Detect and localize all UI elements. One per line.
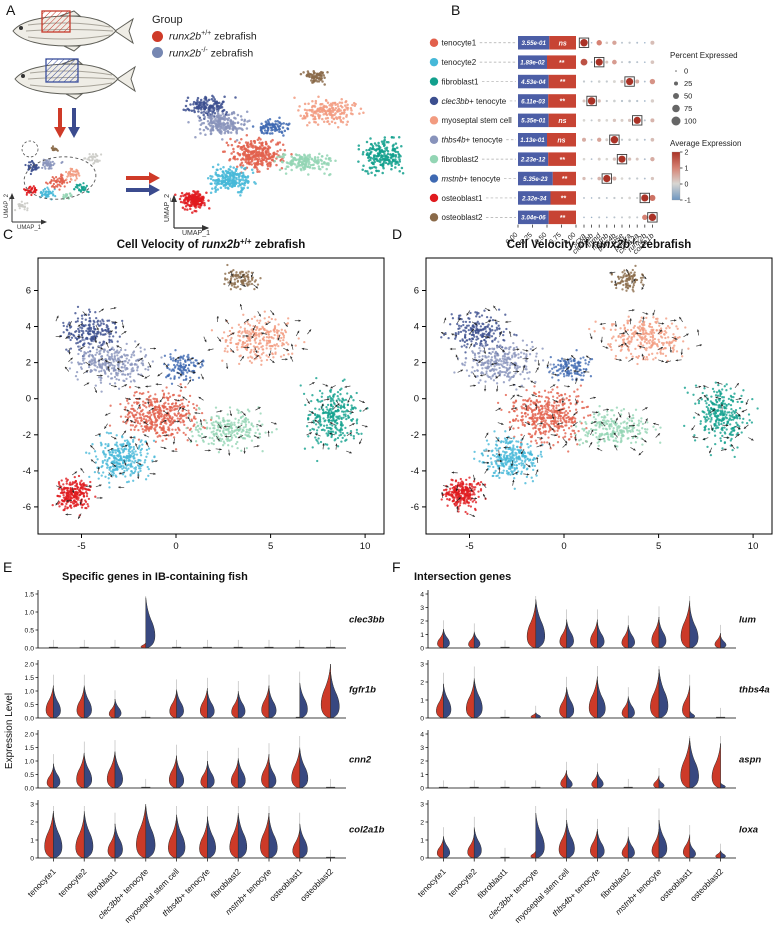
mutant-fish bbox=[14, 58, 136, 100]
zebrafish-illustrations bbox=[12, 10, 136, 100]
svg-text:4: 4 bbox=[26, 322, 31, 333]
legend-item-wildtype: runx2b+/+ zebrafish bbox=[152, 30, 257, 43]
svg-text:2.32e-34: 2.32e-34 bbox=[521, 195, 547, 202]
svg-text:1.13e-01: 1.13e-01 bbox=[520, 137, 545, 144]
svg-text:-5: -5 bbox=[77, 541, 85, 552]
panel-a-mini-umap: UMAP_1 UMAP_2 bbox=[4, 140, 103, 231]
svg-text:fibroblast1: fibroblast1 bbox=[442, 77, 479, 86]
svg-text:1: 1 bbox=[685, 166, 689, 173]
svg-text:osteoblast2: osteoblast2 bbox=[442, 213, 483, 222]
svg-text:6: 6 bbox=[26, 286, 31, 297]
wildtype-label: runx2b+/+ zebrafish bbox=[169, 30, 257, 43]
right-arrows bbox=[126, 172, 160, 196]
wildtype-color-dot bbox=[152, 30, 163, 42]
svg-text:tenocyte1: tenocyte1 bbox=[442, 39, 477, 48]
svg-text:myoseptal stem cell: myoseptal stem cell bbox=[442, 116, 512, 125]
svg-text:50: 50 bbox=[684, 92, 692, 101]
panel-a-main-umap: UMAP_1 UMAP_2 bbox=[164, 69, 405, 237]
svg-text:clec3bb+ tenocyte: clec3bb+ tenocyte bbox=[442, 97, 507, 106]
svg-text:-4: -4 bbox=[23, 466, 31, 477]
panel-f-violins: Intersection genes01234lum0123thbs4a0123… bbox=[414, 571, 770, 925]
svg-text:2.23e-12: 2.23e-12 bbox=[520, 156, 546, 163]
svg-text:**: ** bbox=[560, 79, 566, 86]
svg-text:ns: ns bbox=[557, 137, 565, 144]
svg-text:fibroblast2: fibroblast2 bbox=[442, 155, 479, 164]
svg-text:**: ** bbox=[560, 196, 566, 203]
svg-text:0: 0 bbox=[685, 182, 689, 189]
sampling-region-red bbox=[41, 10, 71, 33]
svg-text:ns: ns bbox=[559, 40, 567, 47]
svg-text:25: 25 bbox=[684, 79, 692, 88]
svg-text:4.53e-04: 4.53e-04 bbox=[520, 79, 546, 86]
svg-text:6.11e-03: 6.11e-03 bbox=[521, 98, 546, 105]
svg-text:75: 75 bbox=[684, 104, 692, 113]
blue-right-arrow bbox=[126, 184, 160, 196]
svg-text:2: 2 bbox=[26, 358, 31, 369]
panel-label-e: E bbox=[3, 559, 13, 575]
panel-label-b: B bbox=[451, 2, 461, 18]
svg-text:**: ** bbox=[560, 215, 566, 222]
mutant-color-dot bbox=[152, 47, 163, 59]
panel-label-f: F bbox=[392, 559, 401, 575]
svg-text:osteoblast1: osteoblast1 bbox=[442, 194, 483, 203]
panel-label-c: C bbox=[3, 226, 14, 242]
wildtype-fish bbox=[12, 10, 134, 52]
svg-text:3.04e-06: 3.04e-06 bbox=[521, 215, 546, 222]
group-legend-title: Group bbox=[152, 14, 183, 26]
down-arrows bbox=[54, 108, 80, 138]
blue-down-arrow bbox=[68, 108, 80, 138]
svg-text:UMAP_1: UMAP_1 bbox=[182, 230, 210, 237]
panel-d-velocity-mutant: Cell Velocity of runx2b-/- zebrafish-5 0 5… bbox=[411, 237, 773, 552]
sampling-region-blue bbox=[45, 58, 79, 83]
svg-text:Percent Expressed: Percent Expressed bbox=[670, 51, 738, 60]
svg-text:5: 5 bbox=[268, 541, 273, 552]
legend-item-mutant: runx2b-/- zebrafish bbox=[152, 46, 257, 60]
svg-text:thbs4b+ tenocyte: thbs4b+ tenocyte bbox=[442, 136, 504, 145]
panel-b-dotplot: tenocyte1 3.55e-01 ns tenocyte2 1.89e-02 ** fi… bbox=[429, 36, 741, 256]
panel-label-a: A bbox=[6, 2, 16, 18]
svg-text:UMAP_2: UMAP_2 bbox=[4, 193, 10, 218]
panel-c-velocity-wildtype: Cell Velocity of runx2b+/+ zebrafish -5 0 5… bbox=[23, 237, 385, 552]
svg-text:-1: -1 bbox=[685, 198, 691, 205]
svg-text:mstnb+ tenocyte: mstnb+ tenocyte bbox=[442, 174, 501, 183]
mutant-label: runx2b-/- zebrafish bbox=[169, 46, 254, 60]
svg-text:3.55e-01: 3.55e-01 bbox=[521, 40, 546, 47]
svg-text:-6: -6 bbox=[23, 502, 31, 513]
panel-e-violins: Specific genes in IB-containing fishExpr… bbox=[4, 571, 385, 925]
svg-text:100: 100 bbox=[684, 117, 697, 126]
svg-text:5.35e-23: 5.35e-23 bbox=[523, 176, 548, 183]
svg-text:Average Expression: Average Expression bbox=[670, 139, 741, 148]
svg-text:tenocyte2: tenocyte2 bbox=[442, 58, 477, 67]
svg-text:UMAP_1: UMAP_1 bbox=[17, 225, 42, 231]
svg-text:Cell Velocity of runx2b+/+ zeb: Cell Velocity of runx2b+/+ zebrafish bbox=[117, 237, 306, 251]
svg-text:-2: -2 bbox=[23, 430, 31, 441]
svg-text:ns: ns bbox=[558, 118, 566, 125]
svg-text:0: 0 bbox=[173, 541, 178, 552]
svg-text:**: ** bbox=[559, 99, 565, 106]
group-legend: Group runx2b+/+ zebrafish runx2b-/- zebr… bbox=[152, 14, 257, 63]
svg-text:UMAP_2: UMAP_2 bbox=[164, 194, 171, 222]
svg-text:1.89e-02: 1.89e-02 bbox=[520, 59, 545, 66]
svg-text:**: ** bbox=[559, 60, 565, 67]
svg-text:0: 0 bbox=[684, 67, 688, 76]
svg-text:5.35e-01: 5.35e-01 bbox=[521, 118, 546, 125]
svg-text:2: 2 bbox=[685, 150, 689, 157]
red-right-arrow bbox=[126, 172, 160, 184]
svg-text:**: ** bbox=[559, 157, 565, 164]
svg-text:**: ** bbox=[562, 176, 568, 183]
red-down-arrow bbox=[54, 108, 66, 138]
panel-label-d: D bbox=[392, 226, 403, 242]
svg-text:10: 10 bbox=[360, 541, 371, 552]
svg-text:0: 0 bbox=[26, 394, 31, 405]
